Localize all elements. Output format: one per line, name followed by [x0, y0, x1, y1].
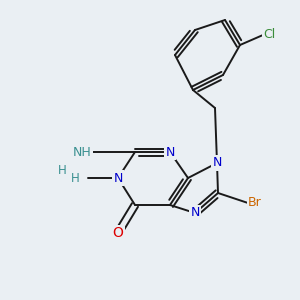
Text: N: N — [212, 157, 222, 169]
Text: N: N — [165, 146, 175, 158]
Text: N: N — [113, 172, 123, 184]
Text: Br: Br — [248, 196, 262, 209]
Text: Cl: Cl — [263, 28, 275, 41]
Text: O: O — [112, 226, 123, 240]
Text: N: N — [190, 206, 200, 220]
Text: H: H — [70, 172, 80, 184]
Text: NH: NH — [73, 146, 92, 158]
Text: H: H — [58, 164, 66, 176]
